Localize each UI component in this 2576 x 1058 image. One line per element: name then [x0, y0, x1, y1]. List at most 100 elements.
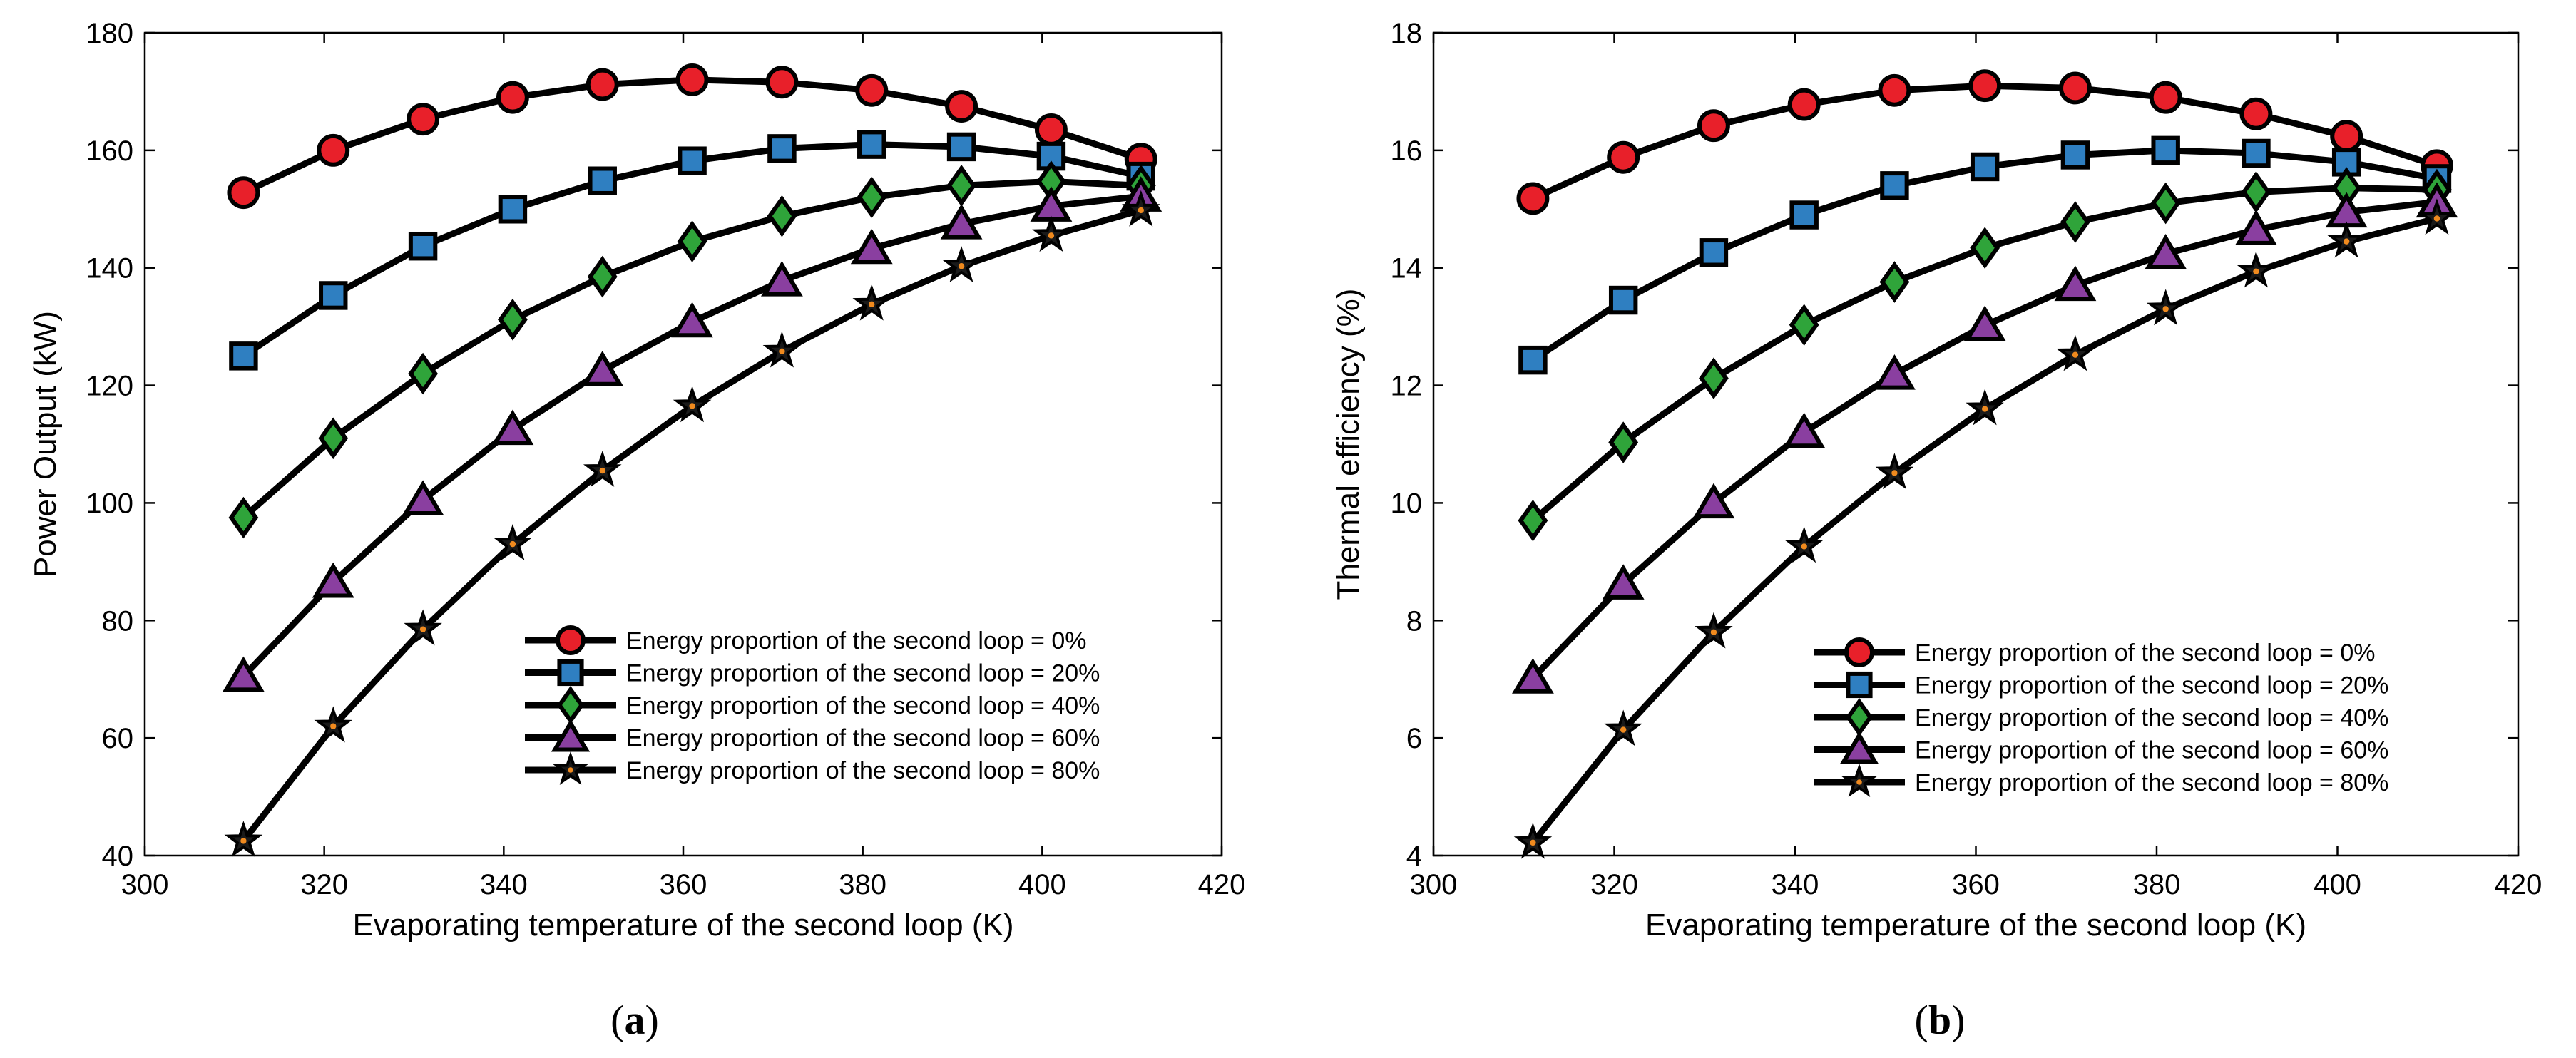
data-point-series-1: [229, 341, 258, 371]
data-point-series-1: [1699, 238, 1729, 267]
data-point-series-1: [1789, 200, 1819, 230]
x-tick-label: 340: [1772, 869, 1819, 900]
data-point-series-4: [2327, 221, 2366, 258]
data-point-series-4: [1695, 612, 1733, 649]
panel-letter: b: [1928, 997, 1951, 1043]
legend-label-3: Energy proportion of the second loop = 6…: [1915, 737, 2388, 764]
series-line-0: [1531, 82, 2438, 202]
data-point-series-1: [498, 195, 528, 224]
data-point-series-2: [498, 298, 528, 341]
x-tick-label: 400: [2314, 869, 2361, 900]
data-point-series-1: [857, 130, 886, 159]
data-point-series-3: [850, 228, 893, 264]
y-tick-label: 14: [1391, 253, 1423, 284]
data-point-series-0: [1034, 113, 1068, 146]
data-point-series-3: [2145, 233, 2187, 269]
y-tick-label: 10: [1391, 488, 1423, 519]
data-point-series-0: [1607, 140, 1640, 174]
legend-label-3: Energy proportion of the second loop = 6…: [626, 725, 1100, 752]
data-point-series-4: [1784, 526, 1824, 563]
x-axis-label: Evaporating temperature of the second lo…: [353, 908, 1014, 943]
x-tick-label: 400: [1018, 869, 1066, 900]
data-point-series-4: [1122, 190, 1160, 227]
x-tick-label: 420: [1198, 869, 1246, 900]
data-point-series-1: [2060, 140, 2090, 170]
data-point-series-0: [855, 73, 889, 107]
legend-label-0: Energy proportion of the second loop = 0…: [1915, 640, 2376, 667]
data-point-series-0: [1787, 88, 1821, 121]
data-point-series-3: [2235, 210, 2277, 245]
chart-panel-b: 300 320 340 360 380 400 420 4 6 8 10 12 14 16 18 Evapor…: [1331, 18, 2542, 1043]
data-point-series-0: [586, 68, 619, 101]
data-point-series-4: [583, 450, 622, 487]
data-point-series-0: [765, 66, 799, 99]
legend-marker-1: [1846, 671, 1873, 699]
data-point-series-0: [2239, 97, 2273, 130]
data-point-series-4: [314, 706, 352, 743]
data-point-series-4: [2056, 334, 2095, 371]
data-point-series-0: [675, 63, 709, 96]
data-point-series-4: [494, 524, 532, 560]
legend-marker-4: [553, 751, 588, 786]
y-tick-label: 8: [1406, 605, 1422, 637]
data-point-series-2: [1879, 261, 1910, 303]
legend-label-2: Energy proportion of the second loop = 4…: [626, 692, 1100, 719]
data-point-series-0: [496, 81, 529, 114]
chart-panel-a: 300 320 340 360 380 400 420 40 60 80 100 120 140 160 1…: [28, 18, 1245, 1043]
data-point-series-2: [1789, 304, 1819, 346]
data-point-series-4: [1875, 453, 1914, 490]
legend-label-4: Energy proportion of the second loop = 8…: [1915, 769, 2388, 796]
legend: Energy proportion of the second loop = 0…: [525, 625, 1100, 786]
data-point-series-2: [408, 352, 438, 395]
data-point-series-0: [2058, 71, 2092, 105]
data-point-series-1: [408, 231, 438, 261]
x-tick-label: 380: [839, 869, 886, 900]
data-point-series-2: [2241, 171, 2271, 213]
data-point-series-3: [223, 656, 265, 692]
data-point-series-0: [407, 103, 440, 136]
data-point-series-0: [1516, 182, 1550, 215]
data-point-series-3: [671, 302, 713, 338]
data-point-series-3: [1963, 305, 2006, 341]
y-tick-label: 180: [86, 18, 133, 49]
y-tick-label: 18: [1391, 18, 1423, 49]
data-point-series-0: [317, 133, 350, 167]
y-tick-label: 6: [1406, 723, 1422, 754]
x-tick-label: 360: [1952, 869, 2000, 900]
legend: Energy proportion of the second loop = 0…: [1814, 637, 2388, 798]
x-tick-label: 380: [2133, 869, 2181, 900]
data-point-series-0: [945, 90, 978, 123]
y-axis-label: Thermal efficiency (%): [1331, 289, 1366, 600]
y-tick-label: 12: [1391, 371, 1423, 402]
data-point-series-3: [1602, 564, 1645, 600]
y-tick-label: 4: [1406, 841, 1422, 872]
data-point-series-4: [2237, 251, 2276, 288]
data-point-series-2: [857, 176, 887, 219]
legend-marker-3: [1839, 731, 1879, 764]
legend-label-1: Energy proportion of the second loop = 2…: [626, 660, 1100, 687]
data-point-series-0: [2330, 120, 2363, 153]
data-point-series-4: [942, 246, 981, 283]
legend-label-1: Energy proportion of the second loop = 2…: [1915, 672, 2388, 699]
legend-marker-4: [1841, 763, 1877, 798]
data-point-series-0: [227, 176, 260, 210]
data-point-series-3: [312, 562, 354, 598]
legend-marker-3: [551, 719, 591, 752]
y-axis-label: Power Output (kW): [28, 311, 63, 577]
data-point-series-1: [2242, 138, 2271, 168]
x-axis-label: Evaporating temperature of the second lo…: [1645, 908, 2306, 943]
x-tick-label: 300: [121, 869, 169, 900]
data-point-series-3: [2054, 265, 2097, 302]
data-point-series-4: [224, 821, 263, 858]
legend-marker-2: [556, 685, 585, 725]
data-point-series-2: [1699, 357, 1729, 399]
data-point-series-1: [767, 134, 797, 163]
data-point-series-1: [1518, 345, 1548, 375]
data-point-series-3: [761, 260, 803, 297]
data-point-series-2: [946, 164, 976, 207]
y-tick-label: 16: [1391, 135, 1423, 167]
data-point-series-2: [2150, 182, 2181, 225]
data-point-series-3: [1783, 412, 1826, 448]
data-point-series-1: [1608, 285, 1638, 315]
